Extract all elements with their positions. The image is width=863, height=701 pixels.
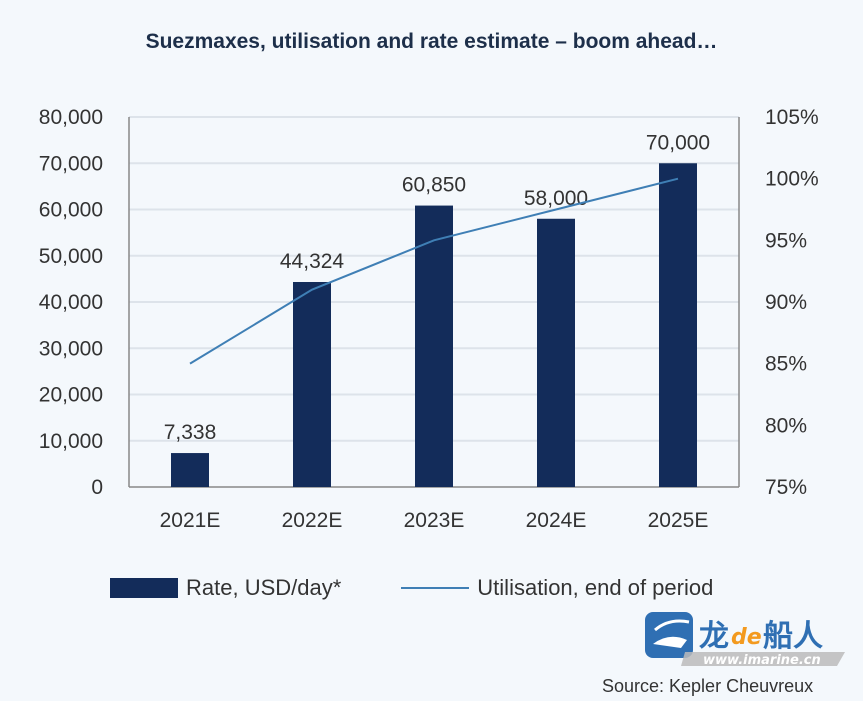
legend-line-swatch <box>401 587 470 589</box>
y-right-tick-label: 90% <box>765 291 807 314</box>
bar-data-label: 7,338 <box>164 421 217 444</box>
y-left-tick-label: 70,000 <box>39 152 103 175</box>
svg-text:de: de <box>731 625 762 650</box>
bar-data-label: 44,324 <box>280 250 345 273</box>
y-left-tick-label: 0 <box>91 476 103 499</box>
bar <box>171 453 209 487</box>
bar-data-label: 58,000 <box>524 187 588 210</box>
legend-rate-label: Rate, USD/day* <box>186 575 342 600</box>
bar-data-label: 70,000 <box>646 131 710 154</box>
y-left-tick-label: 10,000 <box>39 430 103 453</box>
y-right-tick-label: 85% <box>765 353 807 376</box>
y-right-tick-label: 95% <box>765 229 807 252</box>
legend-bar-swatch <box>110 578 178 598</box>
utilisation-line <box>189 177 679 365</box>
legend: Rate, USD/day* Utilisation, end of perio… <box>110 575 713 601</box>
svg-text:龙: 龙 <box>699 619 729 654</box>
y-left-tick-label: 50,000 <box>39 245 103 268</box>
watermark-logo: 龙 de 船人 www.imarine.cn <box>645 612 845 668</box>
source-note: Source: Kepler Cheuvreux <box>602 676 814 696</box>
y-left-tick-label: 20,000 <box>39 384 103 407</box>
x-tick-label: 2022E <box>282 509 343 532</box>
y-right-tick-label: 80% <box>765 414 807 437</box>
y-left-tick-label: 60,000 <box>39 199 103 222</box>
y-right-tick-label: 100% <box>765 168 819 191</box>
y-right-tick-label: 105% <box>765 106 819 129</box>
y-left-tick-label: 40,000 <box>39 291 103 314</box>
x-tick-label: 2024E <box>526 509 587 532</box>
y-left-tick-label: 80,000 <box>39 106 103 129</box>
y-right-tick-label: 75% <box>765 476 807 499</box>
y-left-tick-label: 30,000 <box>39 337 103 360</box>
bar-data-label: 60,850 <box>402 174 466 197</box>
x-tick-label: 2023E <box>404 509 465 532</box>
svg-text:www.imarine.cn: www.imarine.cn <box>703 653 821 668</box>
x-tick-label: 2021E <box>160 509 221 532</box>
svg-text:船人: 船人 <box>763 619 823 654</box>
bar <box>293 282 331 487</box>
bar <box>537 218 575 487</box>
x-tick-label: 2025E <box>648 509 709 532</box>
chart-title: Suezmaxes, utilisation and rate estimate… <box>145 30 718 53</box>
bar <box>415 205 453 487</box>
bar <box>659 163 697 487</box>
legend-utilisation-label: Utilisation, end of period <box>477 575 714 600</box>
